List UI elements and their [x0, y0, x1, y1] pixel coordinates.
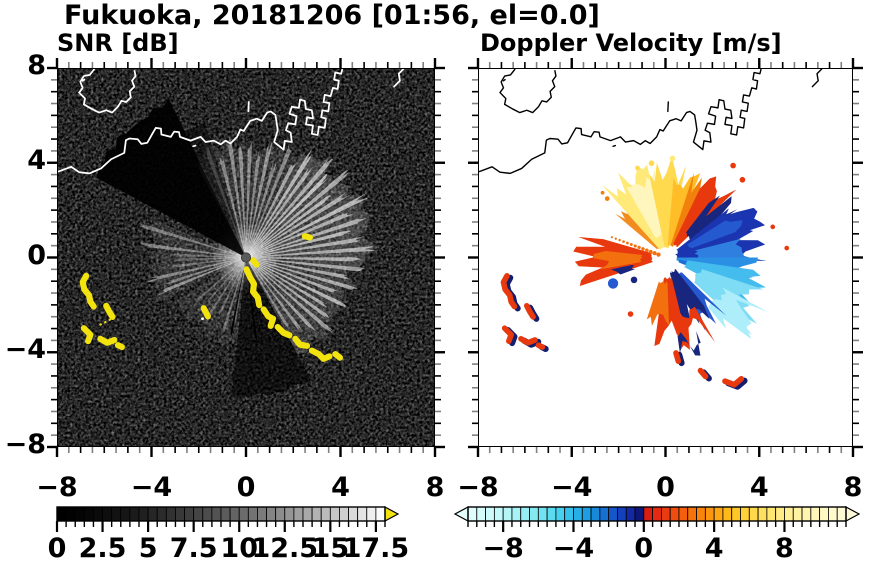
velocity-colorbar-label: −8	[482, 533, 524, 564]
x-tick-label: −8	[457, 472, 499, 503]
velocity-colorbar-label: 4	[704, 533, 724, 564]
x-tick-label: 0	[236, 472, 256, 503]
snr-colorbar-label: 12.5	[251, 533, 319, 564]
y-tick-label: 8	[27, 50, 46, 81]
snr-colorbar-label: 0	[47, 533, 67, 564]
velocity-colorbar-label: 0	[634, 533, 654, 564]
snr-colorbar-label: 5	[138, 533, 158, 564]
snr-colorbar-label: 10	[220, 533, 258, 564]
y-tick-label: 0	[27, 239, 46, 271]
x-tick-label: 0	[656, 472, 675, 503]
figure-title: Fukuoka, 20181206 [01:56, el=0.0]	[64, 0, 600, 31]
x-tick-label: −4	[130, 472, 173, 503]
x-tick-label: −8	[36, 472, 78, 503]
y-tick-label: −8	[4, 429, 46, 460]
snr-colorbar-label: 17.5	[342, 533, 410, 564]
snr-colorbar-label: 7.5	[169, 533, 218, 564]
x-tick-label: 4	[331, 472, 350, 503]
x-tick-label: −4	[551, 472, 593, 503]
snr-colorbar-label: 2.5	[78, 533, 127, 564]
snr-plot	[57, 68, 435, 447]
velocity-colorbar-label: −4	[552, 533, 595, 564]
x-tick-label: 4	[749, 472, 769, 503]
y-tick-label: −4	[4, 334, 46, 366]
x-tick-label: 8	[425, 472, 445, 503]
x-tick-label: 8	[843, 472, 863, 503]
panel-title-velocity: Doppler Velocity [m/s]	[480, 29, 782, 57]
velocity-plot	[478, 68, 853, 447]
snr-colorbar-label: 15	[311, 533, 350, 564]
y-tick-label: 4	[27, 144, 46, 176]
velocity-colorbar-label: 8	[775, 533, 794, 564]
panel-title-snr: SNR [dB]	[57, 29, 179, 57]
